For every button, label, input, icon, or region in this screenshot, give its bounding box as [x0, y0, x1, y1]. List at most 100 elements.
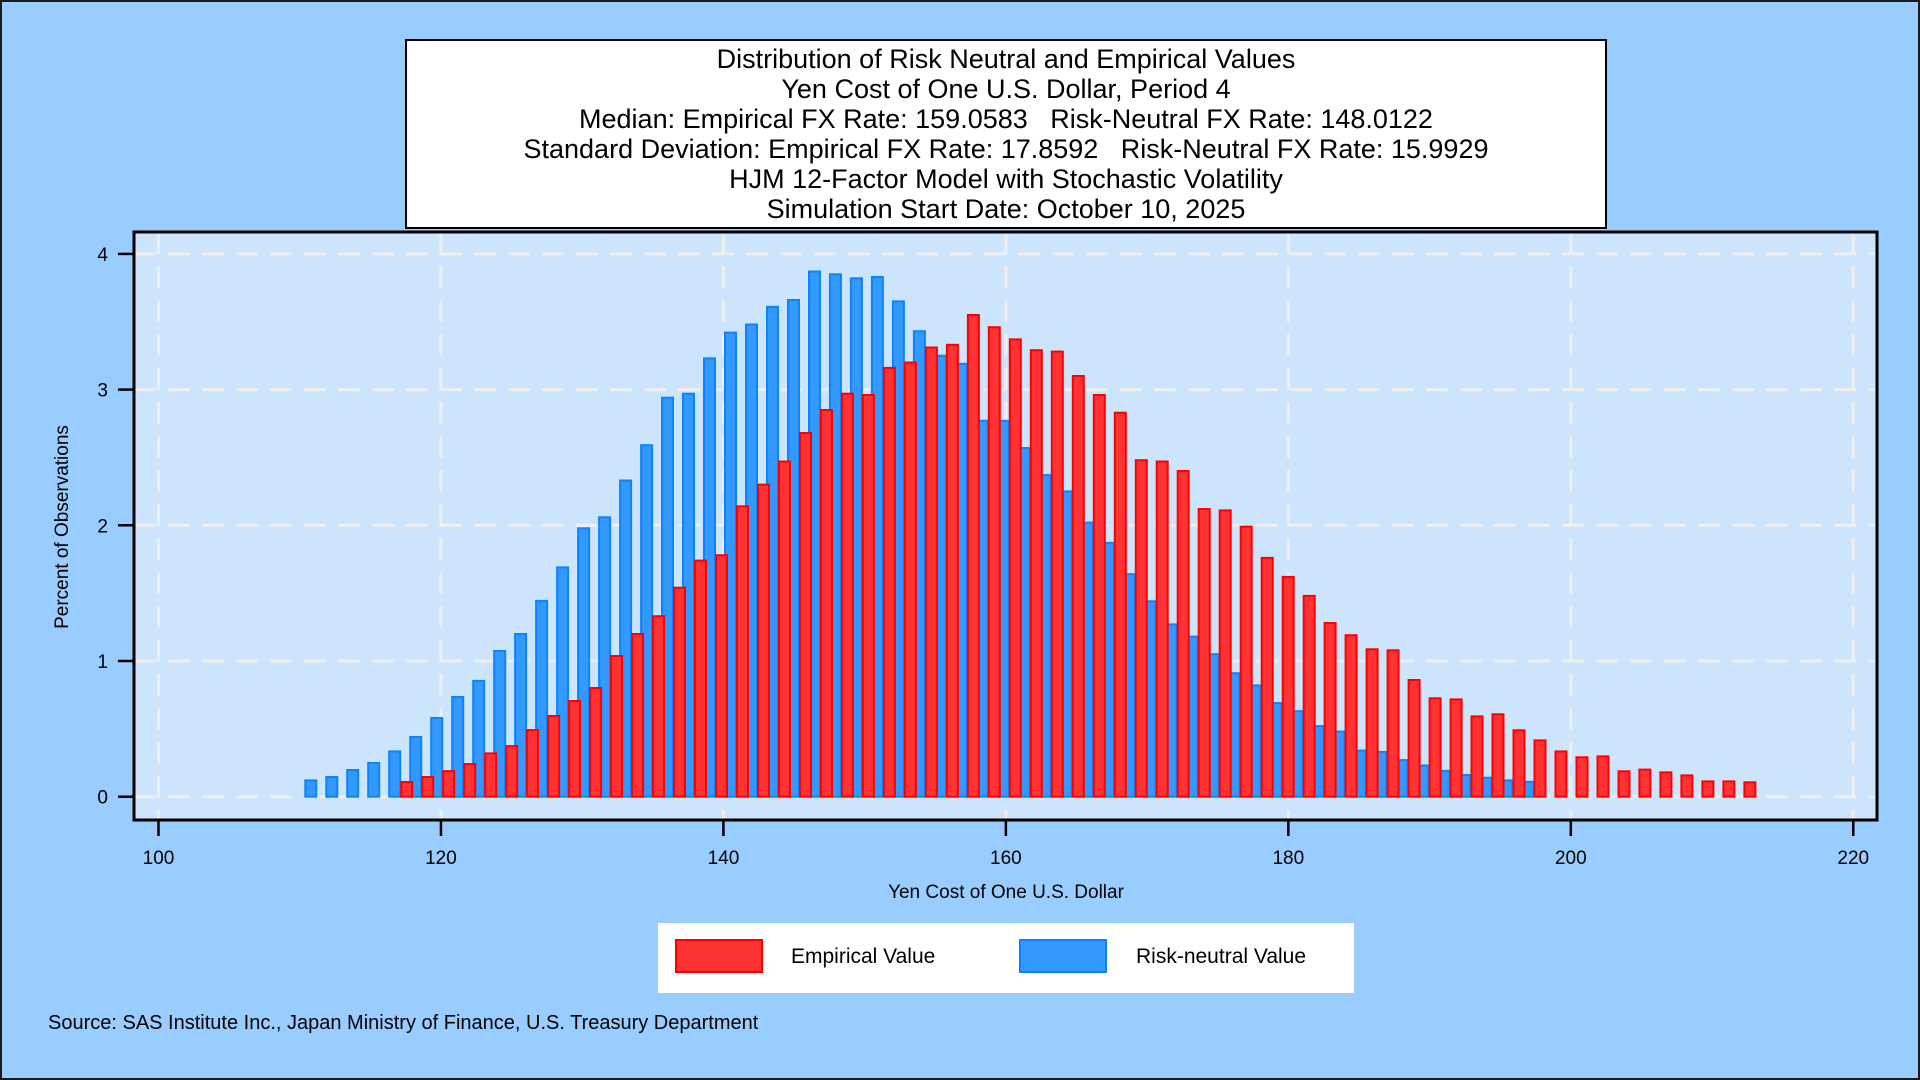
empirical-bar: [1512, 729, 1526, 798]
title-box: Distribution of Risk Neutral and Empiric…: [405, 39, 1607, 229]
empirical-bar: [547, 715, 561, 798]
stddev-stats: Standard Deviation: Empirical FX Rate: 1…: [523, 134, 1489, 164]
empirical-bar: [652, 615, 666, 798]
empirical-bar: [1260, 556, 1274, 798]
empirical-bar: [1575, 756, 1589, 798]
empirical-bar: [589, 687, 603, 798]
empirical-bar: [1386, 649, 1400, 798]
empirical-bar: [1302, 594, 1316, 798]
empirical-bar: [526, 729, 540, 798]
risk-neutral-bar: [430, 717, 444, 798]
empirical-bar: [1155, 460, 1169, 798]
empirical-bar: [778, 460, 791, 798]
empirical-bar: [631, 633, 645, 798]
empirical-bar: [1134, 459, 1148, 798]
empirical-bar: [1533, 739, 1547, 798]
risk-neutral-bar: [409, 736, 423, 798]
empirical-bar: [694, 559, 707, 798]
empirical-bar: [799, 432, 812, 798]
empirical-bar: [987, 326, 1001, 798]
source-note: Source: SAS Institute Inc., Japan Minist…: [48, 1012, 759, 1034]
median-stats: Median: Empirical FX Rate: 159.0583 Risk…: [579, 104, 1433, 134]
chart-title: Distribution of Risk Neutral and Empiric…: [716, 44, 1296, 74]
y-tick-label: 3: [97, 381, 108, 402]
empirical-bar: [1071, 375, 1085, 798]
x-tick-label: 200: [1555, 848, 1587, 869]
simulation-start-date: Simulation Start Date: October 10, 2025: [766, 194, 1246, 224]
risk-neutral-bar: [451, 696, 465, 798]
empirical-bar: [903, 361, 917, 798]
empirical-bar: [1428, 697, 1442, 798]
legend-label-empirical: Empirical Value: [791, 945, 936, 968]
risk-neutral-bar: [304, 779, 318, 798]
risk-neutral-bar: [388, 750, 402, 798]
risk-neutral-bar: [514, 633, 528, 798]
empirical-bar: [715, 554, 728, 798]
empirical-bar: [861, 394, 875, 798]
y-axis-label: Percent of Observations: [52, 425, 73, 629]
risk-neutral-bar: [346, 769, 360, 798]
y-tick-label: 2: [97, 516, 108, 537]
risk-neutral-bar: [325, 776, 339, 798]
empirical-bar: [442, 770, 456, 798]
empirical-bar: [568, 700, 582, 798]
empirical-bar: [484, 752, 498, 798]
legend-swatch-risk-neutral: [1019, 939, 1107, 973]
empirical-bar: [1197, 508, 1211, 798]
chart-subtitle: Yen Cost of One U.S. Dollar, Period 4: [781, 74, 1231, 104]
axes: 0 1 2 3 4 100 120 140 160 180 200 220: [97, 245, 1869, 869]
empirical-bar: [1029, 349, 1043, 798]
empirical-bar: [505, 745, 519, 798]
empirical-bar: [1596, 755, 1610, 798]
x-axis-label: Yen Cost of One U.S. Dollar: [888, 882, 1125, 903]
y-tick-label: 4: [97, 245, 108, 266]
y-tick-label: 1: [97, 652, 108, 673]
empirical-bar: [1659, 771, 1673, 798]
legend-label-risk-neutral: Risk-neutral Value: [1136, 945, 1307, 968]
x-tick-label: 160: [990, 848, 1022, 869]
risk-neutral-bar: [367, 762, 381, 798]
empirical-bar: [736, 505, 749, 798]
empirical-bar: [1239, 525, 1253, 798]
x-tick-label: 180: [1272, 848, 1304, 869]
empirical-bar: [1323, 622, 1337, 798]
empirical-bar: [1638, 768, 1652, 798]
empirical-bar: [1617, 770, 1631, 798]
empirical-bar: [1344, 634, 1358, 798]
legend: Empirical Value Risk-neutral Value: [658, 923, 1354, 993]
x-tick-label: 140: [708, 848, 740, 869]
x-tick-label: 100: [143, 848, 175, 869]
empirical-bar: [400, 781, 414, 798]
empirical-bar: [1218, 509, 1232, 798]
x-tick-label: 120: [425, 848, 457, 869]
empirical-bar: [1407, 679, 1421, 798]
empirical-bar: [1491, 713, 1505, 798]
empirical-bar: [1449, 698, 1463, 798]
model-description: HJM 12-Factor Model with Stochastic Vola…: [729, 164, 1283, 194]
risk-neutral-bar: [577, 527, 591, 798]
empirical-bar: [1365, 648, 1379, 798]
risk-neutral-bar: [556, 566, 570, 798]
empirical-bar: [1701, 780, 1715, 798]
risk-neutral-bar: [493, 650, 507, 798]
x-tick-label: 220: [1837, 848, 1869, 869]
empirical-bar: [1092, 394, 1106, 798]
empirical-bar: [820, 409, 833, 798]
y-tick-label: 0: [97, 788, 108, 809]
empirical-bar: [945, 343, 959, 798]
empirical-bars: [400, 314, 1757, 798]
empirical-bar: [610, 655, 624, 798]
empirical-bar: [1281, 575, 1295, 798]
empirical-bar: [757, 483, 770, 798]
empirical-bar: [1554, 750, 1568, 798]
empirical-bar: [1176, 470, 1190, 798]
risk-neutral-bar: [535, 599, 549, 798]
empirical-bar: [673, 586, 686, 798]
legend-swatch-empirical: [675, 939, 763, 973]
empirical-bar: [1113, 411, 1127, 798]
empirical-bar: [882, 366, 896, 798]
empirical-bar: [1470, 715, 1484, 798]
empirical-bar: [924, 346, 938, 798]
empirical-bar: [966, 314, 980, 798]
empirical-bar: [1008, 338, 1022, 798]
